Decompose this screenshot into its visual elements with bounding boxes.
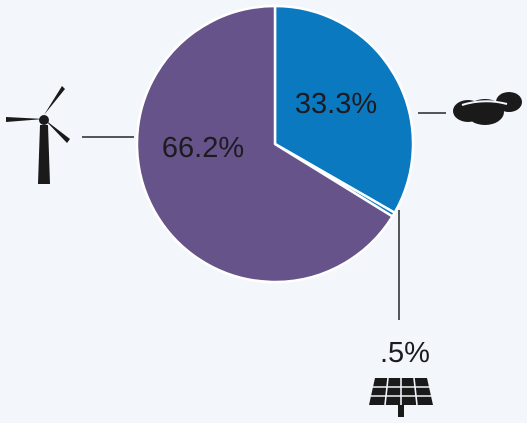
- coal-icon: [453, 92, 522, 125]
- slice-label-wind: 66.2%: [162, 132, 244, 164]
- pie-slice-wind: [135, 4, 394, 284]
- wind-turbine-icon: [6, 86, 70, 184]
- slice-label-solar: .5%: [380, 337, 430, 369]
- pie-slices: [135, 4, 415, 284]
- solar-panel-icon: [369, 377, 433, 417]
- pie-slice-coal: [273, 4, 415, 214]
- slice-label-coal: 33.3%: [295, 88, 377, 120]
